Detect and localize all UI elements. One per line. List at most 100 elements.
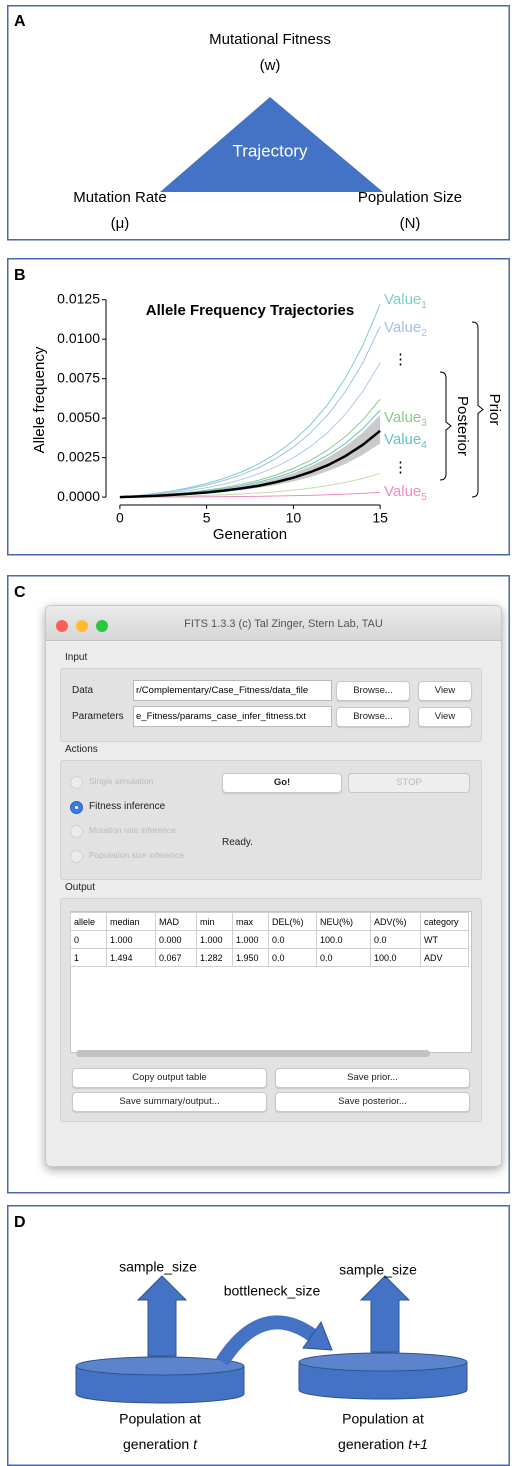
stop-button: STOP: [348, 773, 470, 793]
table-cell: 0.067: [156, 949, 197, 967]
annotation-subscript: 4: [421, 440, 427, 451]
field-label: Data: [72, 685, 93, 696]
annotation-subscript: 2: [421, 328, 427, 339]
window-title: FITS 1.3.3 (c) Tal Zinger, Stern Lab, TA…: [46, 618, 502, 630]
arrow-label: sample_size: [119, 1259, 197, 1275]
population-label: generation t+1: [338, 1436, 428, 1452]
annotation-text: Value: [384, 483, 421, 500]
radio-button: [70, 850, 83, 863]
label-text: generation: [338, 1436, 404, 1452]
radio-button: [70, 825, 83, 838]
copy-button[interactable]: Copy output table: [72, 1068, 267, 1088]
table-cell: min: [197, 913, 233, 931]
text-field[interactable]: e_Fitness/params_case_infer_fitness.txt: [133, 706, 332, 727]
table-cell: allele: [71, 913, 107, 931]
section-heading: Input: [65, 652, 87, 663]
table-cell: 0: [71, 931, 107, 949]
table-cell: ADV: [421, 949, 469, 967]
save-posterior-button[interactable]: Save posterior...: [275, 1092, 470, 1112]
bracket-label: Posterior: [454, 396, 471, 456]
radio-label: Mutation rate inference: [89, 825, 176, 835]
curved-arrow: [222, 1322, 312, 1362]
x-axis-label: Generation: [213, 526, 287, 543]
field-label: Parameters: [72, 711, 124, 722]
annotation: ⋮: [393, 459, 408, 476]
browse-button[interactable]: Browse...: [336, 707, 410, 727]
bracket: [440, 372, 451, 480]
table-cell: DEL(%): [269, 913, 317, 931]
save-prior-button[interactable]: Save prior...: [275, 1068, 470, 1088]
table-cell: 100.0: [371, 949, 421, 967]
trajectory-line: [120, 399, 380, 497]
up-arrow: [361, 1276, 409, 1352]
plot-area: 0.00000.00250.00500.00750.01000.01250510…: [57, 290, 503, 525]
table-cell: WT: [421, 931, 469, 949]
table-cell: 100.0: [317, 931, 371, 949]
radio-label: Single simulation: [89, 776, 153, 786]
table-cell: 0.000: [156, 931, 197, 949]
population-label: Population at: [342, 1411, 424, 1427]
up-arrow: [138, 1276, 186, 1356]
table-cell: NEU(%): [317, 913, 371, 931]
cylinder-top: [299, 1353, 467, 1371]
table-cell: 1.000: [197, 931, 233, 949]
table-cell: 0.0: [269, 949, 317, 967]
arrow-label: bottleneck_size: [224, 1283, 321, 1299]
table-cell: 0.0: [371, 931, 421, 949]
y-tick-label: 0.0075: [57, 369, 100, 385]
section-heading: Output: [65, 882, 95, 893]
table-cell: max: [233, 913, 269, 931]
y-tick-label: 0.0125: [57, 290, 100, 306]
annotation: Value1: [384, 291, 427, 311]
table-cell: 1.000: [107, 931, 156, 949]
text-field[interactable]: r/Complementary/Case_Fitness/data_file: [133, 680, 332, 701]
posterior-band: [120, 415, 380, 497]
table-cell: 1.000: [233, 931, 269, 949]
radio-label: Population size inference: [89, 850, 184, 860]
annotation-text: Value: [384, 431, 421, 448]
label-text: generation: [123, 1436, 189, 1452]
radio-label: Fitness inference: [89, 801, 165, 812]
field-text: r/Complementary/Case_Fitness/data_file: [136, 685, 308, 696]
table-cell: 1.282: [197, 949, 233, 967]
panel-label: B: [14, 267, 26, 284]
annotation: Value4: [384, 431, 427, 451]
section-heading: Actions: [65, 744, 98, 755]
annotation: ⋮: [393, 351, 408, 368]
panel-label: C: [14, 584, 26, 601]
radio-button: [70, 776, 83, 789]
triangle-label: Trajectory: [233, 141, 308, 160]
view-button[interactable]: View: [418, 707, 472, 727]
bracket: [472, 322, 483, 497]
x-tick-label: 10: [286, 510, 302, 526]
vertex-symbol: (N): [400, 215, 421, 232]
browse-button[interactable]: Browse...: [336, 681, 410, 701]
panel-label: D: [14, 1214, 26, 1231]
arrow-label: sample_size: [339, 1262, 417, 1278]
vertex-label: Mutation Rate: [73, 189, 166, 206]
y-axis-label: Allele frequency: [31, 346, 48, 453]
annotation-text: Value: [384, 319, 421, 336]
go-button[interactable]: Go!: [222, 773, 342, 793]
trajectory-line: [120, 363, 380, 497]
trajectory-line: [120, 304, 380, 497]
annotation-subscript: 1: [421, 300, 427, 311]
view-button[interactable]: View: [418, 681, 472, 701]
save-summary-button[interactable]: Save summary/output...: [72, 1092, 267, 1112]
trajectory-line: [120, 327, 380, 498]
panel-frame: [8, 1206, 510, 1466]
table-cell: category: [421, 913, 469, 931]
population-label: Population at: [119, 1411, 201, 1427]
table-cell: 0.0: [269, 931, 317, 949]
table-cell: 1.494: [107, 949, 156, 967]
figure: A Trajectory Mutational Fitness (w) Muta…: [0, 0, 514, 1466]
annotation: Value2: [384, 319, 427, 339]
radio-button[interactable]: [70, 801, 83, 814]
vertex-label: Population Size: [358, 189, 462, 206]
table-row: 11.4940.0671.2821.9500.00.0100.0ADV: [71, 949, 469, 967]
chart-title: Allele Frequency Trajectories: [146, 302, 354, 319]
scrollbar[interactable]: [76, 1050, 430, 1057]
